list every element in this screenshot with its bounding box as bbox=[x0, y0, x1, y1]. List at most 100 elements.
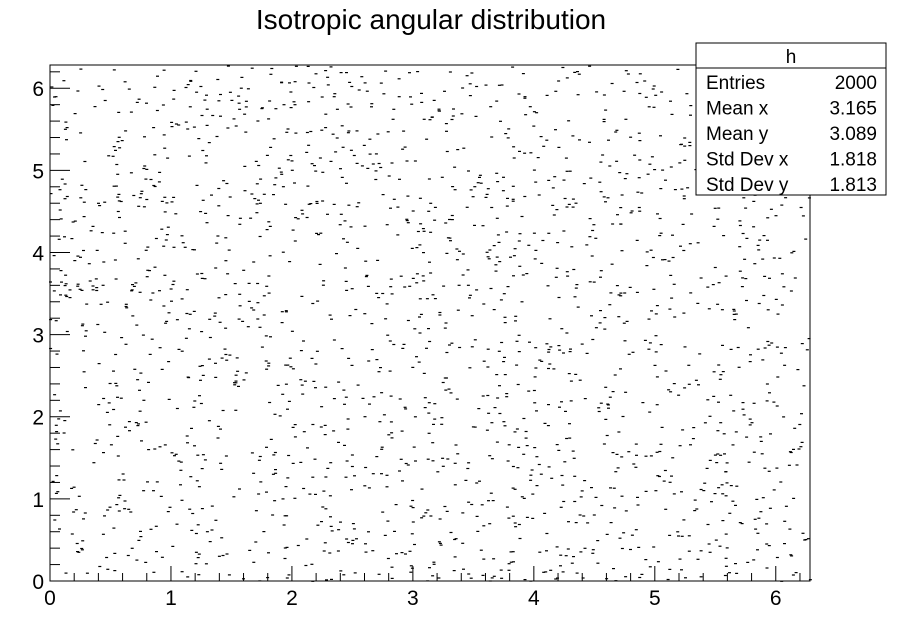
data-point bbox=[80, 547, 84, 550]
data-point bbox=[174, 453, 178, 455]
data-point bbox=[643, 80, 647, 82]
data-point bbox=[322, 280, 326, 282]
y-tick-label: 4 bbox=[32, 242, 44, 265]
data-point bbox=[367, 531, 370, 533]
data-point bbox=[195, 273, 199, 275]
data-point bbox=[211, 114, 215, 117]
data-point bbox=[260, 107, 264, 109]
data-point bbox=[654, 351, 658, 353]
data-point bbox=[523, 97, 527, 99]
data-point bbox=[55, 353, 59, 355]
data-point bbox=[127, 508, 131, 510]
data-point bbox=[386, 557, 390, 560]
data-point bbox=[332, 398, 336, 400]
data-point bbox=[335, 253, 338, 255]
data-point bbox=[495, 441, 499, 443]
data-point bbox=[166, 226, 170, 228]
data-point bbox=[364, 543, 367, 545]
data-point bbox=[427, 210, 431, 212]
data-point bbox=[406, 319, 410, 322]
data-point bbox=[381, 292, 385, 295]
data-point bbox=[76, 285, 80, 287]
data-point bbox=[780, 304, 784, 306]
data-point bbox=[518, 265, 522, 267]
data-point bbox=[610, 263, 614, 265]
data-point bbox=[624, 70, 628, 72]
data-point bbox=[480, 504, 484, 506]
data-point bbox=[798, 423, 802, 426]
data-point bbox=[767, 470, 771, 472]
data-point bbox=[685, 93, 689, 95]
data-point bbox=[293, 104, 297, 106]
data-point bbox=[754, 528, 758, 530]
data-point bbox=[706, 399, 710, 401]
data-point bbox=[97, 202, 100, 204]
data-point bbox=[542, 571, 546, 573]
data-point bbox=[284, 203, 288, 205]
data-point bbox=[233, 283, 237, 285]
data-point bbox=[800, 441, 804, 443]
data-point bbox=[52, 290, 56, 292]
data-point bbox=[447, 388, 451, 390]
data-point bbox=[717, 207, 721, 209]
data-point bbox=[123, 508, 127, 510]
data-point bbox=[729, 348, 733, 350]
data-point bbox=[160, 200, 164, 202]
data-point bbox=[102, 261, 106, 263]
data-point bbox=[106, 568, 110, 570]
data-point bbox=[291, 368, 295, 370]
data-point bbox=[616, 467, 620, 469]
data-point bbox=[422, 252, 425, 254]
data-point bbox=[238, 108, 242, 110]
data-point bbox=[383, 534, 387, 536]
data-point bbox=[498, 261, 502, 263]
data-point bbox=[505, 205, 509, 207]
data-point bbox=[340, 176, 344, 178]
data-point bbox=[282, 524, 286, 526]
data-point bbox=[158, 347, 162, 349]
data-point bbox=[648, 411, 652, 413]
data-point bbox=[752, 559, 756, 561]
data-point bbox=[136, 379, 140, 381]
data-point bbox=[441, 381, 445, 384]
data-point bbox=[775, 346, 779, 348]
data-point bbox=[146, 481, 149, 483]
data-point bbox=[410, 103, 414, 105]
data-point bbox=[119, 397, 123, 399]
data-point bbox=[379, 82, 383, 84]
data-point bbox=[344, 476, 348, 478]
data-point bbox=[114, 185, 118, 187]
data-point bbox=[442, 285, 446, 287]
data-point bbox=[511, 551, 515, 553]
data-point bbox=[232, 496, 236, 498]
data-point bbox=[678, 162, 682, 164]
data-point bbox=[234, 374, 238, 376]
data-point bbox=[470, 72, 474, 74]
data-point bbox=[690, 213, 694, 215]
data-point bbox=[588, 65, 592, 67]
data-point bbox=[565, 271, 569, 273]
data-point bbox=[106, 509, 110, 511]
data-point bbox=[115, 504, 119, 506]
data-point bbox=[343, 267, 347, 269]
data-point bbox=[375, 292, 379, 294]
data-point bbox=[780, 204, 784, 206]
data-point bbox=[322, 550, 326, 552]
data-point bbox=[784, 505, 788, 507]
data-point bbox=[630, 210, 634, 212]
data-point bbox=[154, 237, 158, 240]
data-point bbox=[473, 224, 476, 226]
data-point bbox=[308, 493, 312, 495]
data-point bbox=[337, 381, 341, 383]
data-point bbox=[411, 499, 415, 502]
data-point bbox=[571, 198, 575, 200]
stats-value: 1.813 bbox=[829, 175, 877, 196]
data-point bbox=[366, 167, 370, 169]
data-point bbox=[318, 157, 322, 159]
data-point bbox=[783, 543, 786, 545]
data-point bbox=[573, 296, 577, 298]
data-point bbox=[677, 394, 681, 396]
data-point bbox=[550, 477, 554, 479]
data-point bbox=[635, 454, 638, 456]
data-point bbox=[699, 277, 703, 279]
